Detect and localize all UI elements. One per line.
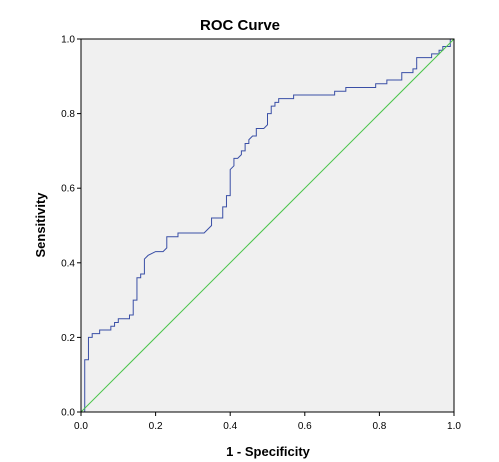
y-tick-label: 0.8 xyxy=(61,109,75,120)
plot-frame xyxy=(80,38,455,413)
x-axis-title: 1 - Specificity xyxy=(226,444,311,459)
x-tick-label: 1.0 xyxy=(447,421,461,432)
x-axis: 0.0 0.2 0.4 0.6 0.8 1.0 xyxy=(74,412,461,432)
x-tick-label: 0.4 xyxy=(223,421,237,432)
y-tick-label: 0.6 xyxy=(61,184,75,195)
x-tick-label: 0.2 xyxy=(149,421,163,432)
x-tick-label: 0.6 xyxy=(298,421,312,432)
x-tick-label: 0.0 xyxy=(74,421,88,432)
lines-layer xyxy=(80,38,455,413)
y-tick-label: 0.4 xyxy=(61,258,75,269)
y-tick-label: 0.0 xyxy=(61,408,75,419)
reference-diagonal-line xyxy=(80,38,455,413)
y-axis: 0.0 0.2 0.4 0.6 0.8 1.0 xyxy=(61,35,81,419)
y-axis-title: Sensitivity xyxy=(33,192,48,258)
y-tick-label: 1.0 xyxy=(61,35,75,46)
x-tick-label: 0.8 xyxy=(372,421,386,432)
chart-title: ROC Curve xyxy=(200,17,280,34)
roc-curve-line xyxy=(81,38,454,413)
y-tick-label: 0.2 xyxy=(61,333,75,344)
